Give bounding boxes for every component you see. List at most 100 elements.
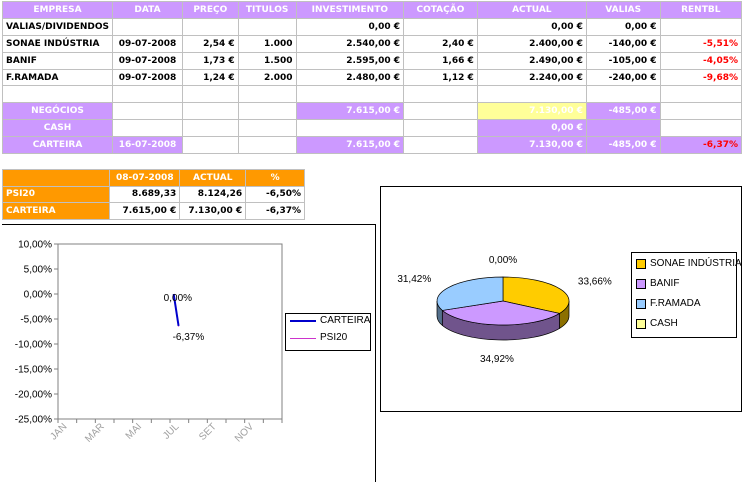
line-chart-frame[interactable]: 10,00% 5,00% 0,00% -5,00% -10,00% -15,00% -20,… <box>2 224 376 482</box>
carteira-actual[interactable]: 7.130,00 € <box>476 136 587 155</box>
carteira-investimento[interactable]: 7.615,00 € <box>295 136 405 155</box>
cell-cotacao[interactable]: 1,12 € <box>403 68 478 87</box>
negocios-label[interactable]: NEGÓCIOS <box>1 102 114 121</box>
cell-investimento[interactable]: 2.540,00 € <box>295 34 405 53</box>
carteira-rentbl[interactable]: -6,37% <box>659 136 743 155</box>
empty-cell[interactable] <box>237 85 297 104</box>
cell-cotacao[interactable]: 1,66 € <box>403 51 478 70</box>
empty-cell[interactable] <box>476 85 587 104</box>
cell-valias[interactable]: 0,00 € <box>585 17 661 36</box>
empty-cell[interactable] <box>403 119 478 138</box>
summary-label-psi20[interactable]: PSI20 <box>1 185 111 203</box>
table-row: SONAE INDÚSTRIA 09-07-2008 2,54 € 1.000 … <box>1 34 743 53</box>
cell-valias[interactable]: -240,00 € <box>585 68 661 87</box>
cell-preco[interactable] <box>181 17 239 36</box>
carteira-data[interactable]: 16-07-2008 <box>112 136 183 155</box>
pie-chart: 33,66% 34,92% 31,42% 0,00% <box>397 255 612 365</box>
cell-investimento[interactable]: 0,00 € <box>295 17 405 36</box>
y-tick-label: -15,00% <box>15 365 52 376</box>
cell-data[interactable] <box>112 17 183 36</box>
summary-pct[interactable]: -6,50% <box>245 185 305 203</box>
summary-pct[interactable]: -6,37% <box>245 202 305 220</box>
summary-header-actual[interactable]: ACTUAL <box>179 169 247 187</box>
empty-cell[interactable] <box>295 85 405 104</box>
cell-actual[interactable]: 2.240,00 € <box>476 68 587 87</box>
cell-empresa[interactable]: F.RAMADA <box>1 68 114 87</box>
empty-cell[interactable] <box>403 85 478 104</box>
legend-label: SONAE INDÚSTRIA <box>650 258 742 269</box>
cell-cotacao[interactable]: 2,40 € <box>403 34 478 53</box>
cell-data[interactable]: 09-07-2008 <box>112 51 183 70</box>
table-row: BANIF 09-07-2008 1,73 € 1.500 2.595,00 €… <box>1 51 743 70</box>
empty-cell[interactable] <box>181 102 239 121</box>
cell-rentbl[interactable] <box>659 17 743 36</box>
pie-slices <box>436 276 570 341</box>
empty-cell[interactable] <box>237 119 297 138</box>
empty-cell[interactable] <box>659 85 743 104</box>
empty-cell[interactable] <box>659 102 743 121</box>
cell-valias[interactable]: -140,00 € <box>585 34 661 53</box>
empty-cell[interactable] <box>659 119 743 138</box>
cell-actual[interactable]: 2.400,00 € <box>476 34 587 53</box>
cell-empresa[interactable]: VALIAS/DIVIDENDOS <box>1 17 114 36</box>
cell-actual[interactable]: 0,00 € <box>476 17 587 36</box>
cell-titulos[interactable] <box>237 17 297 36</box>
carteira-valias[interactable]: -485,00 € <box>585 136 661 155</box>
cash-actual[interactable]: 0,00 € <box>476 119 587 138</box>
legend-swatch <box>636 278 646 289</box>
empty-cell[interactable] <box>237 136 297 155</box>
empty-cell[interactable] <box>1 169 111 187</box>
summary-header-date[interactable]: 08-07-2008 <box>109 169 181 187</box>
summary-start[interactable]: 8.689,33 <box>109 185 181 203</box>
empty-cell[interactable] <box>585 119 661 138</box>
cell-valias[interactable]: -105,00 € <box>585 51 661 70</box>
cell-rentbl[interactable]: -9,68% <box>659 68 743 87</box>
summary-actual[interactable]: 8.124,26 <box>179 185 247 203</box>
empty-cell[interactable] <box>112 102 183 121</box>
empty-cell[interactable] <box>181 85 239 104</box>
empty-cell[interactable] <box>237 102 297 121</box>
data-labels: 0,00% -6,37% <box>164 293 205 343</box>
cell-titulos[interactable]: 1.500 <box>237 51 297 70</box>
y-tick-label: -25,00% <box>15 415 52 426</box>
empty-cell[interactable] <box>403 102 478 121</box>
empty-cell[interactable] <box>112 119 183 138</box>
negocios-investimento[interactable]: 7.615,00 € <box>295 102 405 121</box>
cell-data[interactable]: 09-07-2008 <box>112 68 183 87</box>
cell-empresa[interactable]: SONAE INDÚSTRIA <box>1 34 114 53</box>
empty-cell[interactable] <box>112 85 183 104</box>
empty-cell[interactable] <box>585 85 661 104</box>
cell-actual[interactable]: 2.490,00 € <box>476 51 587 70</box>
legend-item: SONAE INDÚSTRIA <box>636 258 742 270</box>
cash-label[interactable]: CASH <box>1 119 114 138</box>
empty-cell[interactable] <box>181 119 239 138</box>
legend-swatch <box>636 258 646 269</box>
summary-header-pct[interactable]: % <box>245 169 305 187</box>
cell-titulos[interactable]: 1.000 <box>237 34 297 53</box>
series-group <box>172 293 180 327</box>
cell-preco[interactable]: 1,73 € <box>181 51 239 70</box>
empty-cell[interactable] <box>295 119 405 138</box>
cell-rentbl[interactable]: -4,05% <box>659 51 743 70</box>
cell-titulos[interactable]: 2.000 <box>237 68 297 87</box>
empty-cell[interactable] <box>181 136 239 155</box>
pie-slice <box>436 276 504 311</box>
pie-chart-frame[interactable]: 33,66% 34,92% 31,42% 0,00% SONAE INDÚSTRIA B… <box>380 186 742 412</box>
cell-investimento[interactable]: 2.480,00 € <box>295 68 405 87</box>
negocios-actual[interactable]: 7.130,00 € <box>476 102 587 121</box>
cell-preco[interactable]: 2,54 € <box>181 34 239 53</box>
carteira-label[interactable]: CARTEIRA <box>1 136 114 155</box>
summary-start[interactable]: 7.615,00 € <box>109 202 181 220</box>
empty-cell[interactable] <box>403 136 478 155</box>
cell-investimento[interactable]: 2.595,00 € <box>295 51 405 70</box>
empty-cell[interactable] <box>1 85 114 104</box>
summary-label-carteira[interactable]: CARTEIRA <box>1 202 111 220</box>
cell-data[interactable]: 09-07-2008 <box>112 34 183 53</box>
cell-empresa[interactable]: BANIF <box>1 51 114 70</box>
header-actual: ACTUAL <box>476 1 587 19</box>
negocios-valias[interactable]: -485,00 € <box>585 102 661 121</box>
cell-cotacao[interactable] <box>403 17 478 36</box>
cell-preco[interactable]: 1,24 € <box>181 68 239 87</box>
summary-actual[interactable]: 7.130,00 € <box>179 202 247 220</box>
cell-rentbl[interactable]: -5,51% <box>659 34 743 53</box>
